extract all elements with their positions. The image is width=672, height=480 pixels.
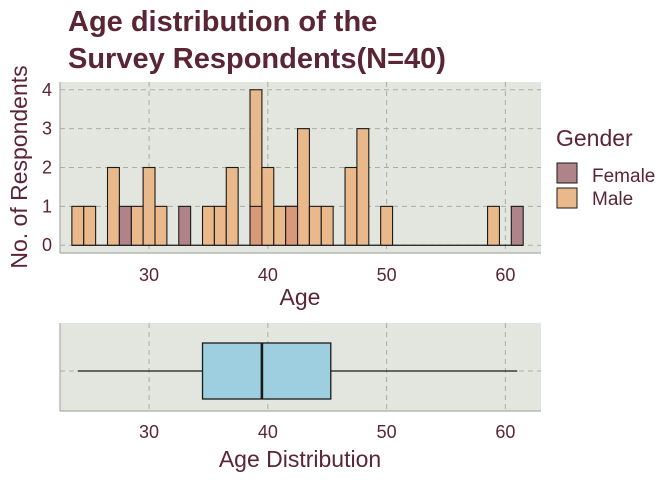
gender-legend: Gender Female Male [556,125,655,210]
histogram-bar-male [201,205,215,246]
histogram-bar-female [249,205,263,246]
histogram-bars [71,89,524,246]
histogram-bar-male [261,166,275,246]
histogram-y-tick-label: 2 [42,158,52,178]
chart-title-line-1: Age distribution of the [68,6,377,38]
histogram-bar-female [118,205,132,246]
histogram-bar-female [178,205,192,246]
histogram-x-tick-labels: 30 40 50 60 [139,265,515,285]
histogram-y-tick-label: 4 [42,80,52,100]
chart-title-line-2: Survey Respondents(N=40) [68,43,446,75]
histogram-x-axis-label: Age [280,284,321,310]
histogram-bar-male [106,166,120,246]
boxplot-panel: 30 40 50 60 [59,323,541,442]
legend-label-female: Female [592,166,655,187]
legend-title: Gender [556,125,633,151]
histogram-x-tick-label: 50 [377,265,397,285]
histogram-bar-female [510,205,524,246]
histogram-y-axis-label: No. of Respondents [6,65,32,268]
histogram-bar-male [142,166,156,246]
histogram-bar-male [225,166,239,246]
legend-swatch-female [556,162,578,184]
histogram-bar-male [344,166,358,246]
boxplot-x-axis-label: Age Distribution [219,446,381,472]
histogram-y-tick-labels: 0 1 2 3 4 [42,80,52,255]
histogram-bar-male [487,205,500,246]
histogram-bar-male [320,205,334,246]
histogram-bar-male [71,205,85,246]
histogram-bar-male [356,128,370,246]
histogram-panel: 30 40 50 60 0 1 2 3 4 [42,80,541,285]
histogram-bar-male [296,128,310,246]
boxplot-x-tick-label: 30 [139,422,159,442]
boxplot-x-tick-labels: 30 40 50 60 [139,422,515,442]
histogram-bar-male [83,205,97,246]
histogram-bar-male [130,205,144,246]
legend-label-male: Male [592,189,633,210]
histogram-y-tick-label: 0 [42,235,52,255]
boxplot-x-tick-label: 50 [377,422,397,442]
histogram-bar-male [154,205,168,246]
histogram-y-tick-label: 1 [42,196,52,216]
histogram-bar-male [213,205,227,246]
boxplot-box [201,342,332,400]
histogram-bar-male [273,205,287,246]
histogram-bar-female [285,205,299,246]
histogram-y-tick-label: 3 [42,119,52,139]
legend-swatch-male [556,187,578,209]
boxplot-x-tick-label: 40 [258,422,278,442]
histogram-bar-male [380,205,394,246]
boxplot-x-tick-label: 60 [495,422,515,442]
histogram-x-tick-label: 40 [258,265,278,285]
histogram-x-tick-label: 30 [139,265,159,285]
histogram-x-tick-label: 60 [495,265,515,285]
histogram-bar-male [308,205,322,246]
